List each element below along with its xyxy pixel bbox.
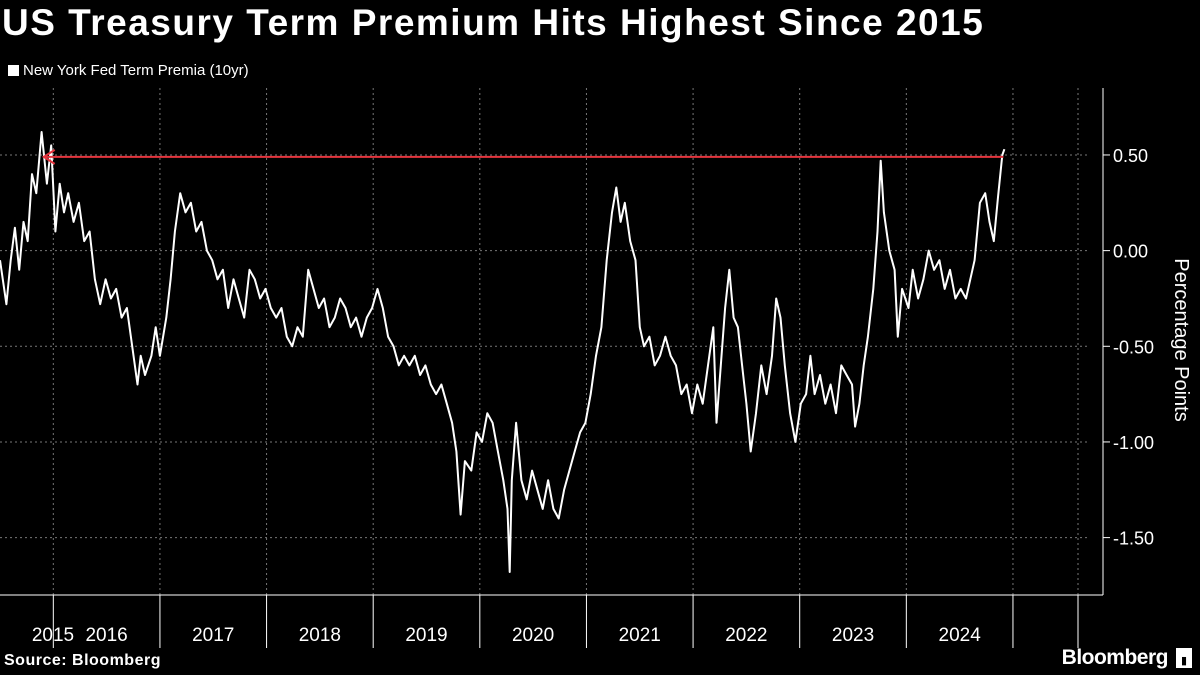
bloomberg-badge-icon: ▮ [1176,648,1192,668]
x-tick-label: 2016 [85,625,127,646]
legend-label: New York Fed Term Premia (10yr) [23,62,249,79]
series-line [0,131,1006,573]
annotation [41,149,1004,165]
x-tick-label: 2019 [405,625,447,646]
y-tick-label: -0.50 [1113,337,1154,357]
y-axis-label: Percentage Points [1170,258,1192,421]
y-tick-label: 0.00 [1113,242,1148,262]
x-tick-label: 2022 [725,625,767,646]
brand-name: Bloomberg [1061,646,1169,669]
axes: 0.50 0.00 -0.50 -1.00 -1.50 2015 2016 2017 2018 2… [0,88,1154,648]
brand-logo: Bloomberg ▮ [1062,646,1192,670]
y-tick-label: 0.50 [1113,146,1148,166]
chart-title: US Treasury Term Premium Hits Highest Si… [2,2,985,43]
y-tick-label: -1.50 [1113,529,1154,549]
x-tick-label: 2023 [832,625,874,646]
legend-swatch [8,65,19,76]
series [0,131,1006,573]
x-tick-label: 2020 [512,625,554,646]
x-tick-label: 2015 [32,625,74,646]
source-note: Source: Bloomberg [4,652,161,669]
gridlines [0,88,1090,595]
y-tick-label: -1.00 [1113,433,1154,453]
annotation-arrowhead [41,149,56,165]
legend: New York Fed Term Premia (10yr) [8,62,249,79]
x-tick-label: 2018 [299,625,341,646]
x-tick-label: 2024 [939,625,982,646]
x-tick-label: 2021 [619,625,661,646]
x-tick-label: 2017 [192,625,234,646]
